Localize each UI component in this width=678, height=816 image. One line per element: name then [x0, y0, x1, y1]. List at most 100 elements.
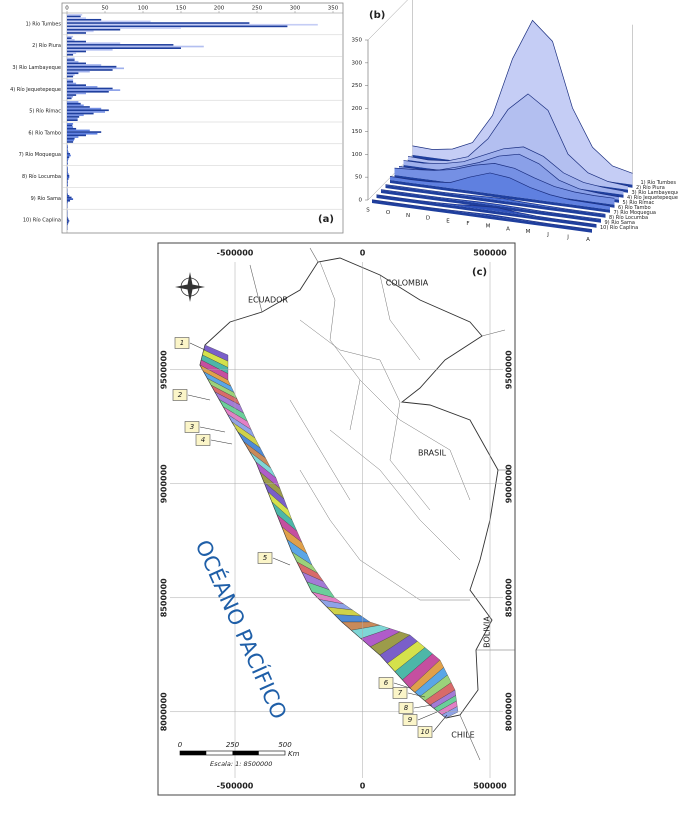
callout-label: 5: [263, 554, 268, 562]
leader-line: [199, 426, 226, 433]
scale-unit: Km: [288, 750, 300, 758]
ribbon-line: [412, 19, 633, 174]
bar: [67, 27, 181, 29]
ribbon-line: [407, 93, 629, 187]
x-tick-label: O: [386, 210, 391, 216]
x-tick-label: 50: [102, 6, 109, 12]
series-label: 1) Río Tumbes: [26, 20, 62, 27]
bar: [67, 132, 98, 135]
bar: [67, 141, 74, 143]
river-line: [299, 469, 470, 601]
bar: [67, 70, 90, 73]
river-line: [299, 319, 401, 403]
bar: [67, 173, 69, 175]
leader-line: [407, 692, 426, 698]
bar: [67, 49, 113, 51]
series-label: 6) Río Tambo: [28, 129, 61, 136]
bar: [67, 176, 70, 179]
ribbon-edge: [381, 190, 601, 223]
bar: [67, 87, 113, 90]
bar: [67, 196, 72, 199]
x-tick-label: A: [506, 226, 510, 232]
bar: [67, 148, 68, 150]
bar: [67, 84, 86, 86]
callout-box: [195, 434, 211, 446]
bar: [67, 65, 117, 68]
bar: [67, 123, 74, 125]
river-line: [389, 401, 431, 511]
panel-label: (a): [318, 214, 334, 225]
x-tick-label: 500000: [473, 782, 507, 791]
y-tick-label: 50: [355, 175, 362, 181]
bar: [67, 181, 68, 184]
bar: [67, 35, 74, 38]
bar: [67, 201, 68, 204]
series-label: 5) Río Rímac: [623, 199, 655, 206]
bar: [67, 171, 68, 174]
bar: [67, 195, 70, 197]
bar: [67, 81, 74, 83]
callout-label: 7: [398, 689, 403, 697]
ribbon-edge: [390, 180, 610, 213]
series-label: 9) Río Sama: [31, 195, 61, 202]
series-label: 10) Río Caplina: [600, 224, 638, 231]
y-tick-label: 0: [359, 198, 363, 204]
bar: [67, 134, 86, 137]
country-label: COLOMBIA: [386, 279, 429, 288]
bar: [67, 40, 86, 43]
leader-line: [210, 439, 233, 445]
callout-label: 10: [421, 728, 430, 736]
series-label: 6) Río Tambo: [618, 204, 651, 211]
bar: [67, 20, 151, 23]
bar: [67, 184, 68, 187]
x-tick-label: E: [446, 218, 450, 224]
callout-label: 3: [190, 423, 194, 431]
bar: [67, 44, 174, 46]
bar: [67, 156, 70, 158]
bar: [67, 168, 68, 170]
callout-label: 2: [178, 391, 183, 399]
bar: [67, 154, 71, 157]
series-label: 3) Río Lambayeque: [632, 189, 678, 196]
bar: [67, 53, 74, 56]
callout-label: 6: [384, 679, 389, 687]
river-line: [379, 274, 421, 361]
river-line: [289, 399, 351, 501]
panel-a-frame: [61, 2, 344, 234]
bar: [67, 101, 79, 103]
x-tick-label: 300: [290, 6, 301, 12]
bar: [67, 166, 68, 169]
x-tick-label: M: [486, 224, 491, 230]
ribbon-line: [385, 184, 606, 215]
panel-label: (c): [472, 267, 487, 278]
series-label: 4) Río Jequetepeque: [10, 86, 61, 93]
leader-line: [432, 714, 448, 733]
bar: [67, 129, 90, 132]
y-tick-label: 200: [352, 106, 363, 112]
y-tick-label: 8500000: [160, 578, 169, 617]
bar: [67, 146, 68, 149]
bar: [67, 89, 121, 91]
bar: [67, 60, 79, 63]
bar: [67, 116, 80, 118]
panel-label: (b): [369, 10, 385, 21]
scale-bar: [180, 751, 207, 755]
ribbon-edge: [376, 195, 597, 228]
ribbon-line: [389, 172, 611, 207]
y-tick-label: 9000000: [160, 464, 169, 503]
bar: [67, 193, 68, 195]
bar: [67, 218, 69, 221]
bar: [67, 95, 74, 98]
bar: [67, 126, 74, 128]
country-label: BRASIL: [418, 449, 447, 458]
leader-line: [393, 682, 411, 689]
series-label: 2) Río Piura: [636, 184, 665, 191]
callout-box: [392, 687, 408, 699]
series-label: 2) Río Piura: [32, 42, 61, 49]
y-tick-label: 250: [352, 83, 363, 89]
bar: [67, 162, 68, 165]
bar: [67, 14, 83, 16]
y-tick-label: 8000000: [160, 692, 169, 731]
bar: [67, 179, 68, 182]
bar: [67, 47, 181, 49]
